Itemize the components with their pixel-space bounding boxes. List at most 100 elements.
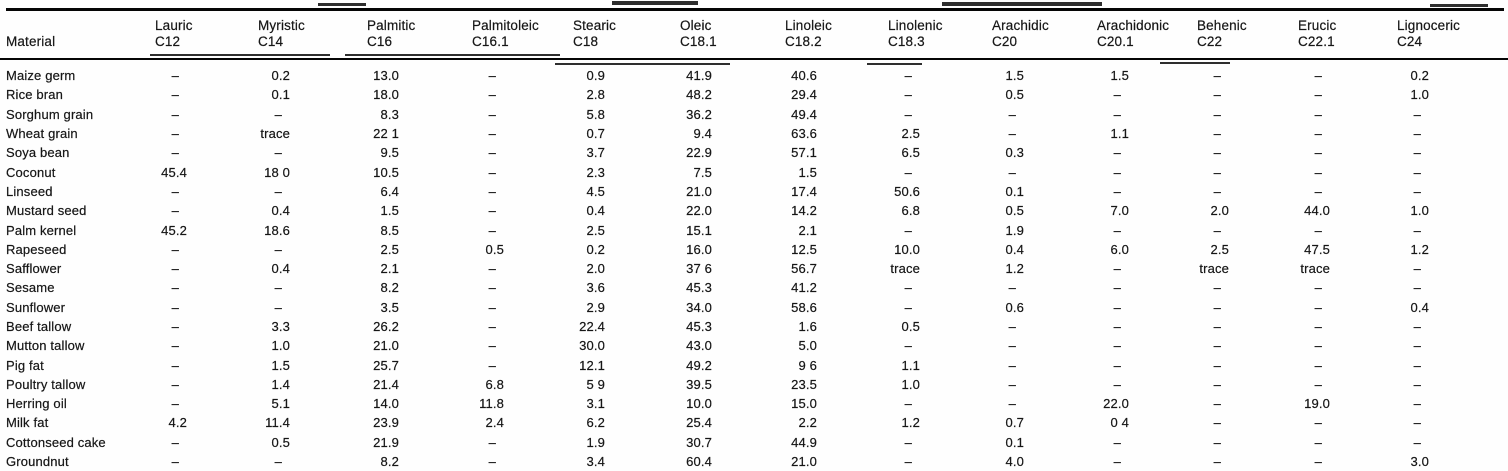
cell-value: 3.5 [380,299,399,315]
table-cell: – [472,317,573,336]
cell-value: – [1213,164,1221,180]
table-cell: trace [888,259,992,278]
table-cell: 2.8 [573,85,680,104]
cell-value: 2.5 [380,241,399,257]
cell-value: – [1113,376,1121,392]
cell-value: – [1314,183,1322,199]
table-cell: 0.1 [992,433,1097,452]
cell-value: – [171,106,179,122]
material-cell: Pig fat [0,355,155,374]
table-cell: – [1397,355,1508,374]
cell-value: 0.5 [1005,87,1024,103]
cell-value: 16.0 [686,241,712,257]
table-cell: – [1197,433,1298,452]
cell-value: – [1113,299,1121,315]
material-cell: Milk fat [0,413,155,432]
cell-value: – [488,203,496,219]
table-cell: 2.5 [573,220,680,239]
cell-value: 12.5 [791,241,817,257]
cell-value: – [1413,434,1421,450]
cell-value: – [1413,396,1421,412]
cell-value: – [1113,319,1121,334]
table-cell: 3.4 [573,452,680,471]
cell-value: 10.0 [894,241,920,257]
table-cell: – [472,124,573,143]
column-header-label: Behenic [1197,18,1247,33]
table-cell: 7.0 [1097,201,1197,220]
table-cell: 18 0 [258,162,367,181]
material-cell: Beef tallow [0,317,155,336]
table-cell: 1.6 [785,317,888,336]
table-cell: – [888,162,992,181]
cell-value: 3.0 [1410,454,1429,470]
cell-value: – [488,183,496,199]
column-header-label: Lauric [155,18,193,33]
table-cell: 2.5 [367,240,472,259]
cell-value: – [1008,106,1016,122]
table-cell: 10.0 [888,240,992,259]
material-name: Linseed [6,183,53,199]
cell-value: – [1314,454,1322,470]
table-cell: 0.2 [1397,59,1508,85]
table-cell: – [888,105,992,124]
cell-value: 25.4 [686,415,712,431]
column-header: Palmitoleic C16.1 [472,18,573,60]
table-cell: 63.6 [785,124,888,143]
cell-value: 5.0 [798,338,817,354]
table-cell: 21.0 [785,452,888,471]
table-cell: 57.1 [785,143,888,162]
cell-value: – [1413,338,1421,354]
material-cell: Sunflower [0,298,155,317]
column-header-code: C16.1 [472,34,509,49]
cell-value: – [1413,222,1421,238]
table-cell: – [155,375,258,394]
column-header-label: Arachidonic [1097,18,1170,33]
fatty-acid-composition-table: Material Lauric C12 Myristic C14 Palmitic C16 P… [0,18,1508,471]
cell-value: 9.4 [693,126,712,142]
table-cell: 3.3 [258,317,367,336]
column-header: Lignoceric C24 [1397,18,1508,60]
column-header-label: Palmitic [367,18,416,33]
table-cell: 49.2 [680,355,785,374]
cell-value: – [171,280,179,296]
cell-value: – [1213,396,1221,412]
cell-value: – [1213,338,1221,354]
table-row: Milk fat 4.2 11.4 23.9 2.4 6.2 25.4 2.2 1.2 0.7 0 … [0,413,1508,432]
table-cell: 8.2 [367,452,472,471]
table-cell: 2.9 [573,298,680,317]
table-cell: – [155,355,258,374]
cell-value: – [1008,376,1016,392]
cell-value: trace [890,261,920,277]
cell-value: 58.6 [791,299,817,315]
cell-value: – [488,261,496,277]
scan-noise-mark [555,63,730,65]
table-cell: 6.8 [888,201,992,220]
cell-value: 3.3 [271,319,290,334]
table-cell: 5 9 [573,375,680,394]
material-name: Maize germ [6,68,76,84]
cell-value: – [1213,415,1221,431]
cell-value: – [1413,183,1421,199]
cell-value: – [1314,280,1322,296]
table-cell: 4.0 [992,452,1097,471]
table-cell: – [1397,182,1508,201]
column-header-code: C18 [573,34,599,49]
table-cell: 2.0 [573,259,680,278]
cell-value: 0.2 [586,241,605,257]
cell-value: – [1314,222,1322,238]
table-cell: – [1397,278,1508,297]
table-cell: – [1097,298,1197,317]
material-name: Poultry tallow [6,376,86,392]
table-cell: – [1397,162,1508,181]
table-row: Safflower – 0.4 2.1 – 2.0 37 6 56.7 trace 1.2 – tra… [0,259,1508,278]
table-cell: 1.2 [1397,240,1508,259]
material-name: Pig fat [6,357,44,373]
cell-value: 5.8 [586,106,605,122]
cell-value: 1.5 [1110,68,1129,84]
material-cell: Palm kernel [0,220,155,239]
cell-value: 15.1 [686,222,712,238]
table-row: Sorghum grain – – 8.3 – 5.8 36.2 49.4 – – – – – – [0,105,1508,124]
table-cell: 0.5 [258,433,367,452]
material-name: Sesame [6,280,55,296]
table-cell: – [155,317,258,336]
